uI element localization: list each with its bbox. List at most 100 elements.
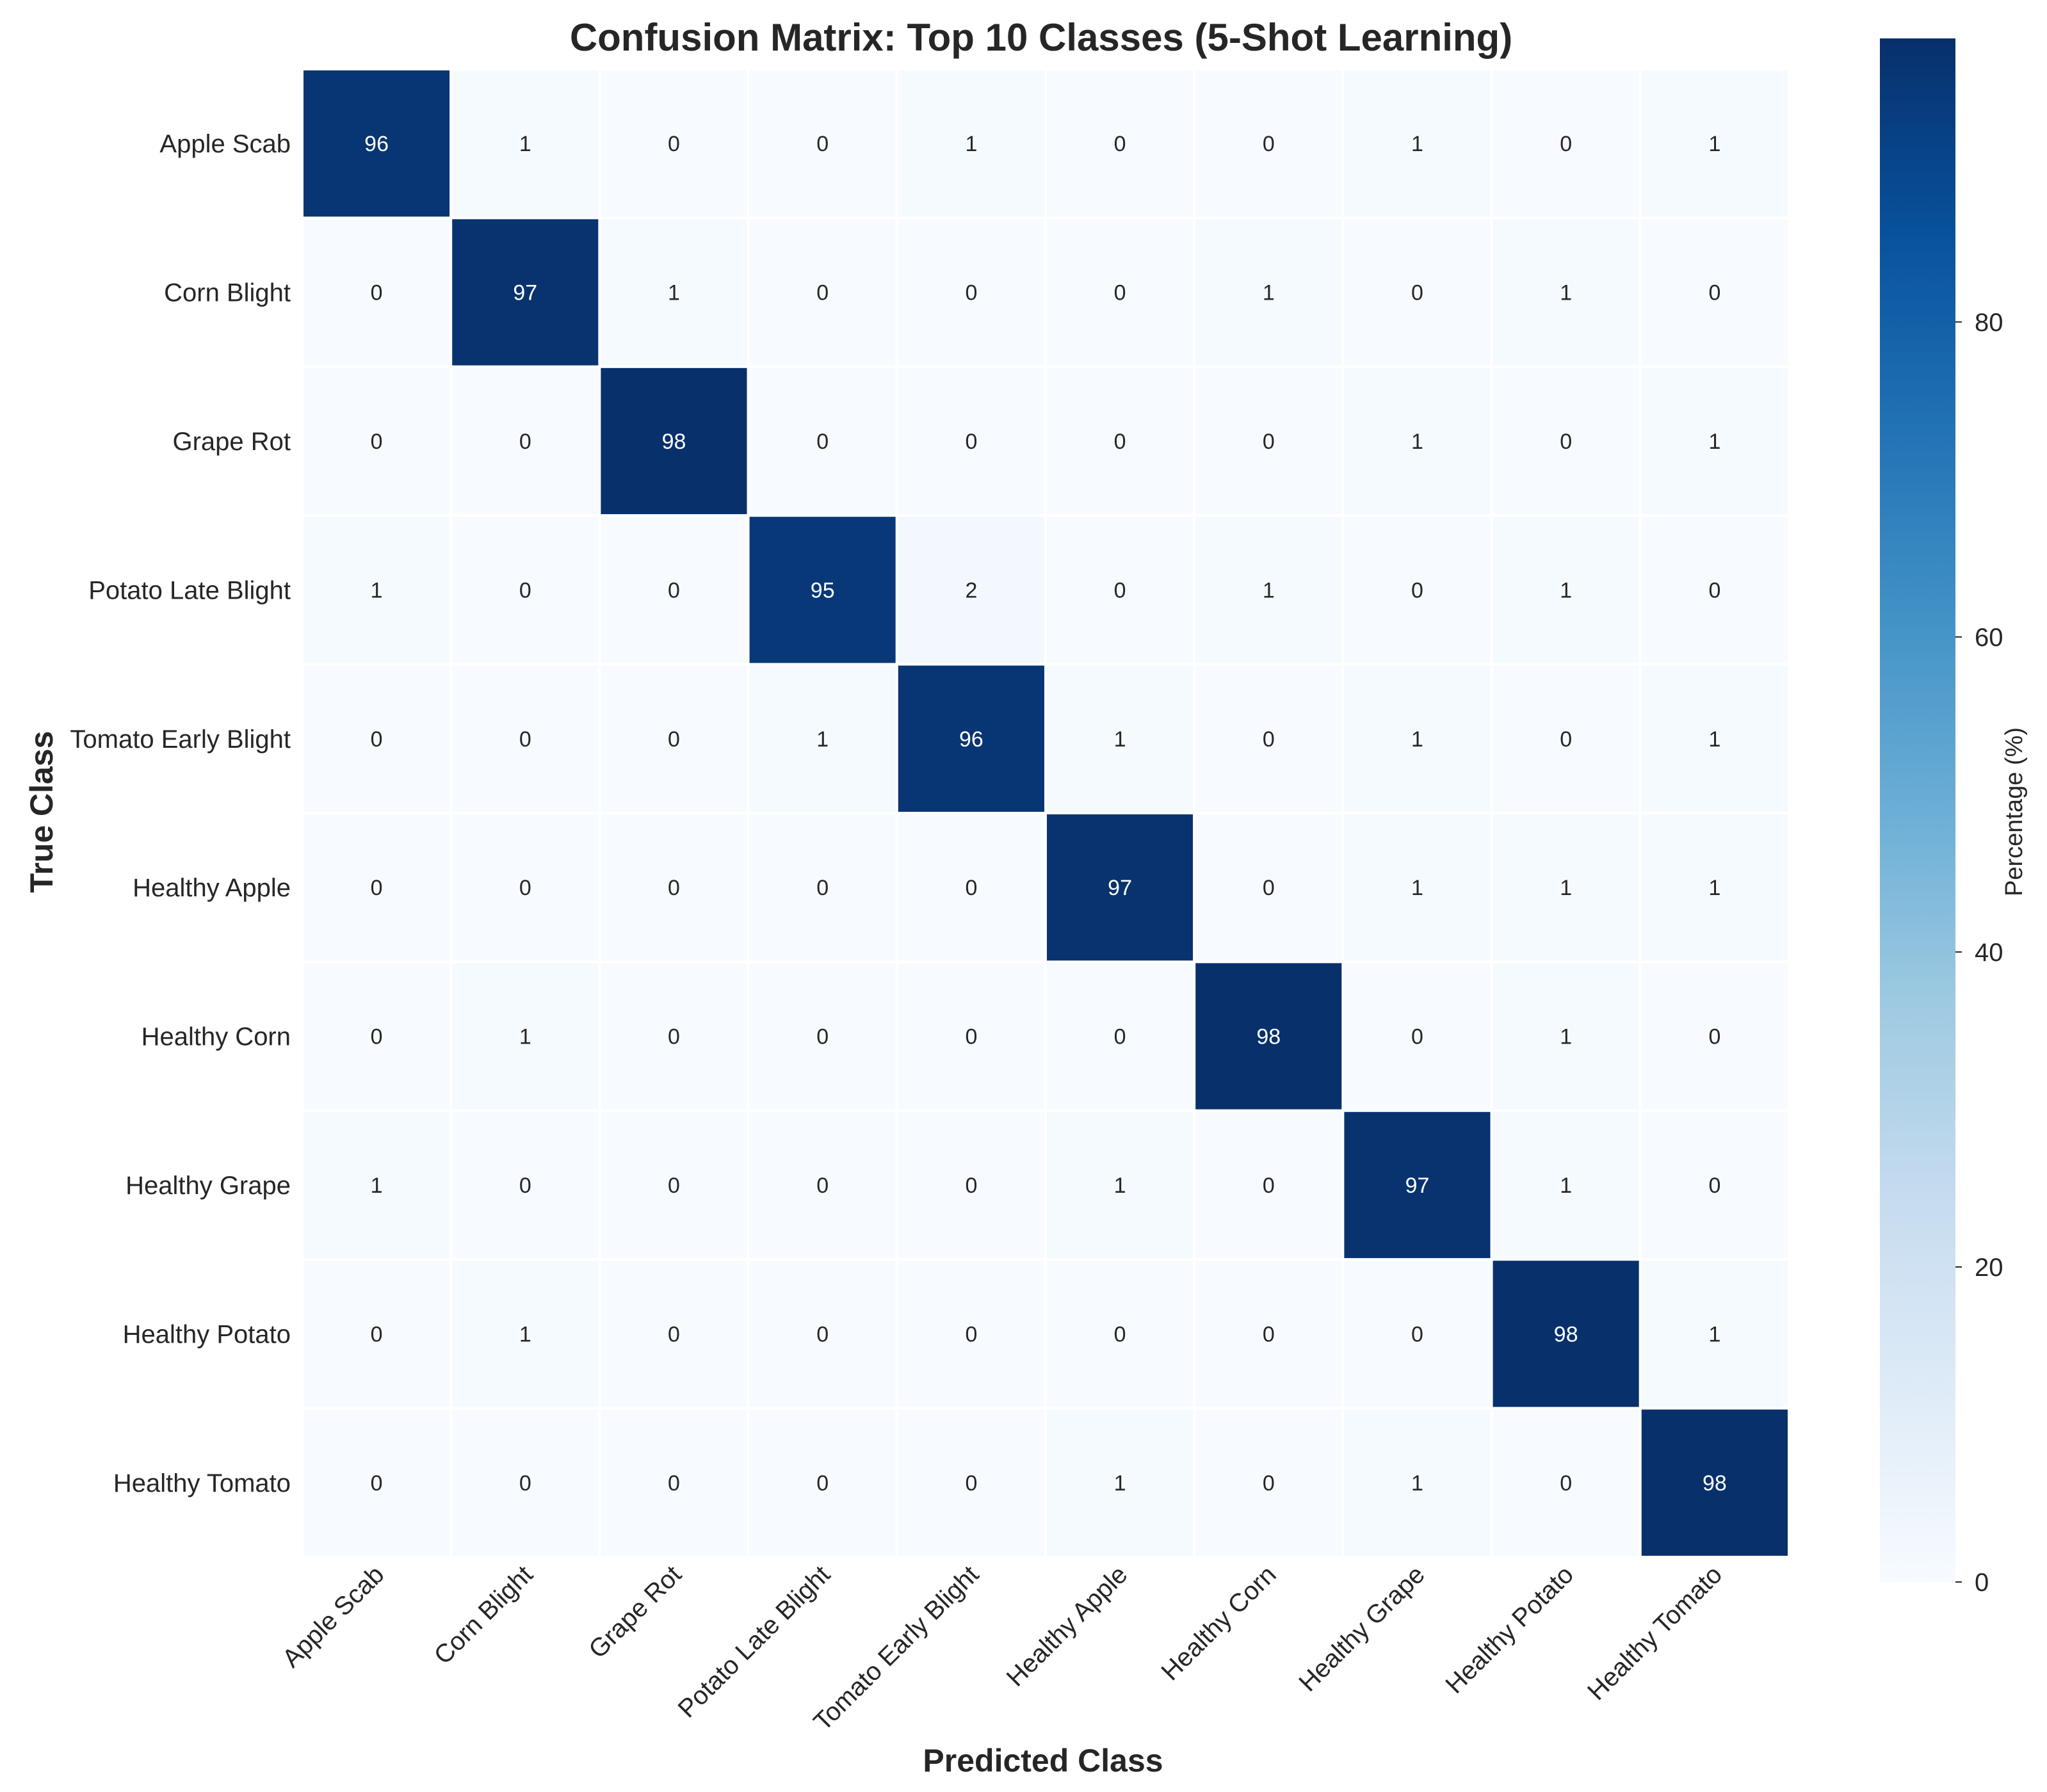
y-tick-label: Healthy Apple [133,874,291,902]
y-tick-labels: Apple Scab Corn Blight Grape Rot Potato Lat… [70,130,291,1497]
heatmap-cell-value: 0 [371,1471,383,1496]
heatmap-cell-value: 0 [1263,1471,1275,1496]
heatmap-cell-value: 0 [816,1322,829,1346]
heatmap-cell-value: 0 [371,430,383,454]
heatmap-cell-value: 1 [1411,1471,1423,1496]
heatmap-cell-value: 0 [668,578,680,602]
heatmap-cell [598,1109,750,1261]
heatmap-cell-value: 0 [668,1174,680,1198]
heatmap-cell [1044,663,1196,814]
heatmap-cell [747,812,898,964]
heatmap-cell [1193,216,1345,368]
heatmap-cell-value: 1 [1560,876,1572,900]
heatmap-cell [449,68,601,220]
heatmap-cell-value: 1 [1708,430,1720,454]
x-tick-label: Corn Blight [429,1560,538,1670]
heatmap-cell-value: 0 [1411,1025,1423,1049]
heatmap-cell [1490,365,1642,517]
y-tick-label: Healthy Corn [142,1023,291,1051]
heatmap-cell-value: 1 [1114,727,1126,752]
heatmap-cell [449,1407,601,1559]
heatmap-cell [1490,812,1642,964]
heatmap-cell [1044,812,1196,964]
heatmap-cell-value: 95 [811,578,835,602]
heatmap-cell [1044,514,1196,666]
heatmap-cell [1341,1407,1493,1559]
heatmap-cell [1341,663,1493,814]
heatmap-cell-value: 1 [1411,727,1423,752]
y-tick-label: Healthy Grape [125,1172,291,1200]
heatmap-cell-value: 0 [371,876,383,900]
heatmap-cell-value: 0 [1263,430,1275,454]
heatmap-cell [1044,1407,1196,1559]
heatmap-cell-value: 1 [816,727,829,752]
heatmap-cell [301,812,453,964]
heatmap-cell-value: 96 [959,727,983,752]
heatmap-cell [1193,663,1345,814]
heatmap-cell [1341,1258,1493,1410]
heatmap-cell-value: 98 [1554,1322,1578,1346]
heatmap-cell-value: 1 [519,1322,531,1346]
heatmap-cell [1044,960,1196,1112]
heatmap-cell-value: 0 [668,1025,680,1049]
heatmap-cell-value: 0 [816,1471,829,1496]
heatmap-cell-value: 0 [1708,1025,1720,1049]
heatmap-cell-value: 0 [816,281,829,305]
heatmap-cell-value: 0 [1560,727,1572,752]
heatmap-cell [1490,514,1642,666]
x-tick-label: Potato Late Blight [673,1560,836,1723]
heatmap-cell-value: 0 [965,281,977,305]
heatmap-cell [598,1258,750,1410]
heatmap-cell-value: 0 [816,430,829,454]
heatmap-cell [301,514,453,666]
heatmap-cell-value: 1 [519,132,531,156]
heatmap-cell [1638,1407,1791,1559]
x-axis-label: Predicted Class [923,1743,1163,1779]
heatmap-cell-value: 0 [371,1025,383,1049]
y-tick-label: Apple Scab [159,130,291,158]
heatmap-cell-value: 0 [965,1025,977,1049]
colorbar-tick-label: 60 [1975,624,2003,652]
heatmap-cell-value: 1 [371,1174,383,1198]
heatmap-cell-value: 0 [1114,132,1126,156]
x-tick-label: Healthy Potato [1440,1560,1579,1699]
heatmap-cell-value: 0 [1114,281,1126,305]
heatmap-cell-value: 0 [519,430,531,454]
heatmap-cell-value: 1 [1560,1174,1572,1198]
heatmap-cell [1341,365,1493,517]
heatmap-cell-value: 0 [668,876,680,900]
heatmap-cell-value: 0 [668,727,680,752]
colorbar-tick-label: 40 [1975,939,2003,967]
heatmap-cell-value: 0 [1411,281,1423,305]
heatmap-cell [895,1407,1048,1559]
heatmap-cell [449,216,601,368]
heatmap-cell [1638,68,1791,220]
y-tick-label: Corn Blight [164,279,291,307]
heatmap-cell [1490,960,1642,1112]
heatmap-cell-value: 1 [1708,1322,1720,1346]
heatmap-cell-value: 0 [1560,430,1572,454]
heatmap-cell-value: 1 [1560,578,1572,602]
heatmap-cell [895,1258,1048,1410]
x-tick-label: Healthy Corn [1156,1560,1281,1686]
heatmap-cell [1638,514,1791,666]
heatmap-cell-value: 0 [1114,430,1126,454]
heatmap-cell [598,365,750,517]
heatmap-cell-value: 0 [816,876,829,900]
heatmap-cell [747,1109,898,1261]
heatmap-cell [449,1258,601,1410]
heatmap-cell [895,1109,1048,1261]
colorbar-ticks: 0 20 40 60 80 [1955,309,2003,1597]
heatmap-cell-value: 0 [1411,1322,1423,1346]
heatmap-cell [1044,1109,1196,1261]
heatmap-cell-value: 0 [519,1174,531,1198]
heatmap-cell-value: 1 [1560,1025,1572,1049]
heatmap-cell [1341,216,1493,368]
heatmap-cell-value: 0 [965,1322,977,1346]
heatmap-cell [1638,960,1791,1112]
x-tick-label: Tomato Early Blight [808,1560,984,1736]
y-tick-label: Potato Late Blight [88,576,291,604]
heatmap-cell [301,960,453,1112]
heatmap-cell-value: 0 [1708,1174,1720,1198]
x-tick-label: Apple Scab [277,1560,390,1673]
